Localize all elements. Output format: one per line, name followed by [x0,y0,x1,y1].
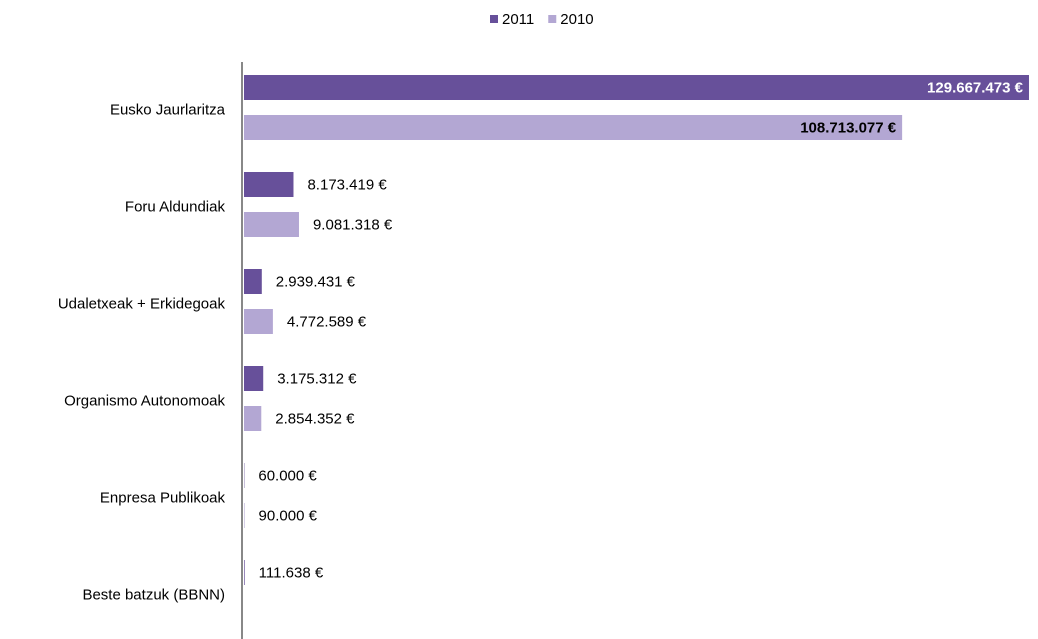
value-label: 2.854.352 € [275,410,355,427]
y-tick-label: Udaletxeak + Erkidegoak [58,295,226,312]
legend-swatch [490,15,498,23]
bar [244,366,264,391]
bar [244,560,245,585]
value-label: 90.000 € [259,507,318,524]
bar [244,212,299,237]
value-label: 111.638 € [259,564,324,581]
y-tick-label: Foru Aldundiak [125,198,226,215]
legend-label: 2010 [560,11,593,28]
y-tick-label: Enpresa Publikoak [100,489,226,506]
bar [244,115,903,140]
value-label: 9.081.318 € [313,216,393,233]
value-label: 60.000 € [258,467,317,484]
bar [244,503,245,528]
value-label: 4.772.589 € [287,313,367,330]
legend-label: 2011 [502,11,534,28]
bar [244,309,273,334]
y-tick-label: Eusko Jaurlaritza [110,101,226,118]
bar [244,269,262,294]
value-label: 8.173.419 € [307,176,387,193]
bar [244,75,1029,100]
y-tick-label: Beste batzuk (BBNN) [82,586,225,603]
value-label: 108.713.077 € [800,119,897,136]
y-tick-label: Organismo Autonomoak [64,392,225,409]
value-label: 2.939.431 € [276,273,356,290]
value-label: 3.175.312 € [277,370,357,387]
legend-swatch [548,15,557,23]
bar [244,172,294,197]
value-label: 129.667.473 € [927,79,1024,96]
bar [244,406,262,431]
